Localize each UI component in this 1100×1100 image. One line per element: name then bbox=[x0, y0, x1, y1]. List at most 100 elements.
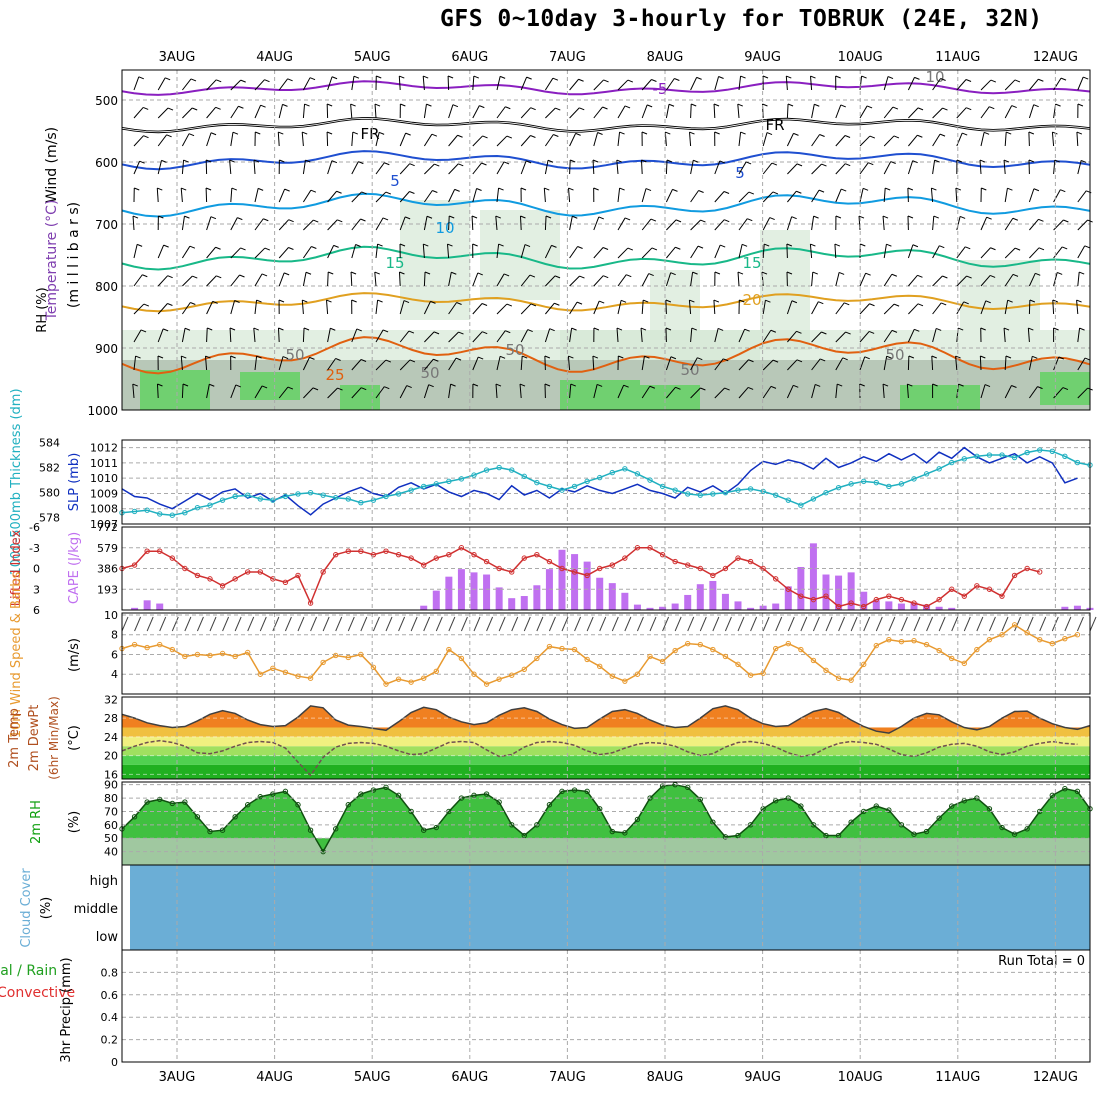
wind-barb bbox=[835, 357, 844, 371]
wind-barb bbox=[883, 76, 889, 91]
wind-barb bbox=[472, 331, 483, 343]
wind-speed-line-point bbox=[295, 673, 301, 679]
day-label-bottom: 7AUG bbox=[549, 1070, 586, 1085]
wind-barb-flag bbox=[770, 329, 777, 333]
wind-barb-flag bbox=[142, 274, 148, 278]
wind-barb-flag bbox=[138, 76, 144, 80]
surface-wind-barb bbox=[322, 616, 330, 632]
wind-barb bbox=[641, 385, 651, 399]
surface-wind-barb bbox=[724, 616, 732, 632]
wind-barb-flag bbox=[649, 385, 656, 389]
wind-barb bbox=[180, 188, 183, 203]
wind-speed-line-point bbox=[471, 671, 477, 677]
wind-barb-flag bbox=[627, 247, 634, 251]
wind-barb-flag bbox=[940, 302, 947, 306]
wind-barb-flag bbox=[1003, 327, 1010, 331]
wind-barb bbox=[617, 105, 626, 119]
wind-speed-line-point bbox=[886, 636, 892, 643]
wind-barb-flag bbox=[264, 79, 270, 83]
day-label-bottom: 8AUG bbox=[647, 1070, 684, 1085]
wind-barb-flag bbox=[942, 275, 948, 279]
rh-line-point bbox=[194, 814, 201, 820]
wind-barb-flag bbox=[814, 103, 820, 107]
li-line-point bbox=[1037, 569, 1043, 575]
wind-barb-flag bbox=[810, 75, 816, 79]
wind-speed-line-point bbox=[810, 657, 817, 664]
wind-barb bbox=[835, 272, 840, 287]
rh-line-point bbox=[1049, 792, 1055, 799]
wind-barb bbox=[302, 357, 310, 371]
wind-barb-flag bbox=[1006, 131, 1012, 135]
wind-barb bbox=[666, 246, 676, 259]
rh-line-point bbox=[131, 814, 138, 820]
li-line-point bbox=[219, 583, 226, 589]
surface-wind-barb bbox=[863, 616, 871, 632]
wind-barb bbox=[133, 76, 140, 91]
wind-barb-flag bbox=[1037, 386, 1043, 390]
surface-wind-barb bbox=[963, 616, 971, 632]
wind-barb-flag bbox=[433, 331, 440, 335]
rh-tick: 50 bbox=[104, 832, 118, 845]
wind-barb-flag bbox=[646, 104, 653, 108]
surface-wind-barb bbox=[511, 616, 519, 632]
rh-line-point bbox=[659, 783, 666, 789]
day-label-top: 3AUG bbox=[159, 50, 196, 65]
thickness-line-point bbox=[471, 472, 477, 478]
surface-wind-barb bbox=[184, 616, 192, 632]
wind-barb bbox=[593, 384, 598, 399]
rh-line-point bbox=[986, 806, 993, 812]
wind-barb-flag bbox=[256, 355, 262, 359]
surface-wind-barb bbox=[398, 616, 406, 632]
wind-barb-flag bbox=[984, 384, 991, 388]
wind-barb-flag bbox=[471, 215, 478, 219]
day-label-bottom: 9AUG bbox=[744, 1070, 781, 1085]
thickness-line-point bbox=[509, 467, 515, 473]
wind-barb-flag bbox=[860, 243, 866, 247]
wind-barb-flag bbox=[717, 327, 724, 331]
wind-barb-flag bbox=[917, 303, 924, 307]
wind-barb bbox=[1076, 131, 1079, 147]
wind-barb-flag bbox=[524, 244, 531, 247]
wind-barb-flag bbox=[1063, 219, 1069, 223]
pressure-tick: 900 bbox=[95, 342, 118, 356]
wind-barb-flag bbox=[374, 271, 380, 275]
cape-bar bbox=[558, 549, 566, 610]
wind-barb-flag bbox=[696, 76, 702, 80]
wind-barb-flag bbox=[253, 159, 260, 163]
wind-barb bbox=[351, 244, 357, 259]
thickness-line-point bbox=[848, 481, 854, 487]
li-line-point bbox=[295, 572, 301, 579]
wind-barb-flag bbox=[1062, 387, 1069, 391]
temp2m-axis-label: 2m Temp bbox=[7, 708, 22, 768]
thickness-line-point bbox=[219, 497, 226, 503]
wind-barb-flag bbox=[787, 103, 794, 107]
surface-wind-barb bbox=[888, 616, 896, 632]
rh-line-point bbox=[245, 802, 251, 808]
wind-barb-flag bbox=[312, 387, 319, 391]
wind-speed-line-point bbox=[370, 664, 377, 671]
wind-barb bbox=[1004, 385, 1012, 399]
wind-barb bbox=[327, 219, 338, 231]
wind-barb bbox=[1029, 219, 1039, 231]
surface-wind-barb bbox=[699, 616, 707, 632]
cape-bar bbox=[797, 566, 805, 610]
wind-barb bbox=[157, 160, 162, 175]
wind-barb-flag bbox=[864, 356, 870, 360]
wind-barb bbox=[569, 275, 580, 287]
wind-barb-flag bbox=[520, 187, 527, 191]
wind-barb bbox=[787, 190, 797, 203]
wind-barb bbox=[254, 79, 265, 91]
wind-barb-flag bbox=[326, 103, 333, 107]
wind-barb bbox=[593, 247, 604, 259]
wind-barb bbox=[688, 300, 692, 315]
wind-barb-flag bbox=[942, 107, 948, 111]
rh-line-point bbox=[798, 803, 804, 809]
surface-wind-barb bbox=[900, 616, 908, 632]
li-cape-panel bbox=[121, 526, 1091, 611]
wind-barb bbox=[277, 131, 280, 147]
wind-barb-flag bbox=[983, 131, 990, 135]
wind-barb-flag bbox=[674, 78, 680, 81]
wind-barb bbox=[181, 328, 186, 343]
wind-barb bbox=[762, 300, 766, 315]
slp-tick: 1012 bbox=[90, 442, 118, 455]
